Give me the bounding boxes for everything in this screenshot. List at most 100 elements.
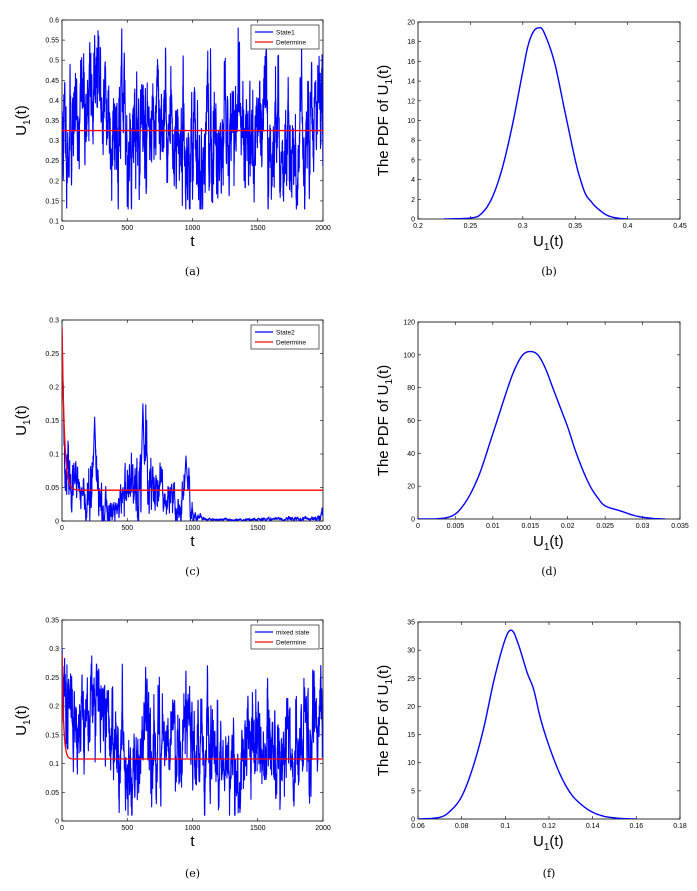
y-tick-label: 20 [407, 20, 415, 27]
x-tick-label: 0.025 [596, 523, 614, 530]
legend-box [250, 624, 320, 650]
y-tick-label: 0.15 [45, 732, 59, 739]
y-tick-label: 0 [55, 819, 59, 826]
y-tick-label: 0.25 [45, 158, 59, 165]
y-tick-label: 80 [407, 385, 415, 392]
y-tick-label: 0.1 [49, 452, 59, 459]
y-tick-label: 0.25 [45, 351, 59, 358]
y-axis-label: The PDF of U1(t) [375, 65, 395, 176]
y-tick-label: 0.05 [45, 485, 59, 492]
x-tick-label: 2000 [315, 225, 331, 232]
x-axis-label: U1(t) [533, 233, 564, 253]
y-tick-label: 30 [407, 648, 415, 655]
x-tick-label: 1500 [250, 825, 266, 832]
series-line-stochastic [444, 26, 628, 219]
plot-frame [417, 621, 681, 820]
x-axis-label: t [190, 533, 195, 550]
y-tick-label: 0.25 [45, 675, 59, 682]
x-tick-label: 0.25 [464, 223, 478, 230]
legend-box [250, 324, 320, 350]
x-tick-label: 0.45 [673, 223, 687, 230]
x-axis-label: U1(t) [533, 533, 564, 553]
x-tick-label: 0.03 [636, 523, 650, 530]
chart-e: 0 500 1000 1500 2000 0 0.05 0.1 0.15 0.2 0.25 0.3 0.… [13, 618, 331, 881]
y-tick-label: 100 [403, 352, 415, 359]
chart-f: 0.06 0.08 0.1 0.12 0.14 0.16 0.18 0 5 10 15 20 25 30 3… [375, 620, 687, 881]
y-tick-label: 0.3 [49, 646, 59, 653]
y-tick-label: 0.1 [49, 219, 59, 226]
y-tick-label: 14 [407, 79, 415, 86]
legend: mixed state Determine [250, 624, 320, 650]
x-tick-label: 0 [60, 525, 64, 532]
legend-label: State1 [276, 29, 295, 36]
y-tick-label: 0 [411, 817, 415, 824]
x-tick-label: 500 [121, 525, 133, 532]
series-line-stochastic [418, 350, 666, 519]
x-tick-label: 1000 [185, 225, 201, 232]
series-line-stochastic [62, 27, 323, 210]
plot-area [62, 27, 323, 210]
chart-b: 0.2 0.25 0.3 0.35 0.4 0.45 0 2 4 6 8 10 12 14 16 18 20 U1… [375, 20, 687, 279]
y-tick-label: 0.2 [49, 178, 59, 185]
y-tick-label: 0.35 [45, 118, 59, 125]
legend-box [250, 24, 320, 50]
y-axis-label: U1(t) [13, 705, 33, 736]
x-tick-label: 1500 [250, 525, 266, 532]
x-tick-label: 0 [60, 825, 64, 832]
x-axis-label: t [190, 233, 195, 250]
y-tick-label: 0.55 [45, 38, 59, 45]
x-tick-label: 0.2 [413, 223, 423, 230]
x-tick-label: 0.4 [623, 223, 633, 230]
y-tick-label: 0.4 [49, 98, 59, 105]
y-axis-label: The PDF of U1(t) [375, 665, 395, 776]
y-axis-label: U1(t) [13, 405, 33, 436]
chart-a: 0 500 1000 1500 2000 0.1 0.15 0.2 0.25 0.3 0.35 0.4… [13, 18, 331, 279]
series-line-stochastic [62, 648, 323, 816]
series-line-determine [62, 326, 323, 491]
y-tick-label: 0.3 [49, 318, 59, 325]
x-tick-label: 0.3 [518, 223, 528, 230]
y-tick-label: 0 [411, 217, 415, 224]
y-tick-label: 4 [411, 177, 415, 184]
x-tick-label: 0 [60, 225, 64, 232]
x-tick-label: 0.16 [630, 823, 644, 830]
x-tick-label: 500 [121, 825, 133, 832]
y-tick-label: 35 [407, 620, 415, 627]
series-line-stochastic [418, 629, 637, 819]
plot-area [418, 350, 666, 519]
x-tick-label: 0.35 [568, 223, 582, 230]
x-tick-label: 0.12 [542, 823, 556, 830]
plot-frame [417, 21, 681, 220]
x-tick-label: 0.08 [455, 823, 469, 830]
subfigure-caption: (d) [541, 565, 557, 578]
x-tick-label: 1000 [185, 525, 201, 532]
y-tick-label: 0.1 [49, 761, 59, 768]
plot-frame [417, 321, 681, 520]
y-tick-label: 0.6 [49, 18, 59, 25]
y-tick-label: 60 [407, 418, 415, 425]
subfigure-caption: (c) [185, 565, 200, 578]
y-tick-label: 0.35 [45, 618, 59, 625]
legend-label: Determine [276, 39, 306, 46]
y-tick-label: 18 [407, 39, 415, 46]
x-tick-label: 2000 [315, 525, 331, 532]
y-tick-label: 8 [411, 138, 415, 145]
x-tick-label: 0.06 [411, 823, 425, 830]
y-tick-label: 0.15 [45, 418, 59, 425]
chart-d: 0 0.005 0.01 0.015 0.02 0.025 0.03 0.035 0 20 40 60… [375, 320, 689, 579]
x-tick-label: 0 [416, 523, 420, 530]
legend-label: Determine [276, 339, 306, 346]
y-tick-label: 0.05 [45, 790, 59, 797]
y-tick-label: 0 [55, 519, 59, 526]
y-tick-label: 10 [407, 118, 415, 125]
y-tick-label: 5 [411, 788, 415, 795]
subfigure-caption: (e) [185, 867, 200, 880]
y-tick-label: 0.45 [45, 78, 59, 85]
y-tick-label: 12 [407, 98, 415, 105]
y-tick-label: 0.2 [49, 385, 59, 392]
plot-area [444, 26, 628, 219]
y-tick-label: 25 [407, 676, 415, 683]
subfigure-caption: (a) [185, 265, 200, 278]
legend: State1 Determine [250, 24, 320, 50]
